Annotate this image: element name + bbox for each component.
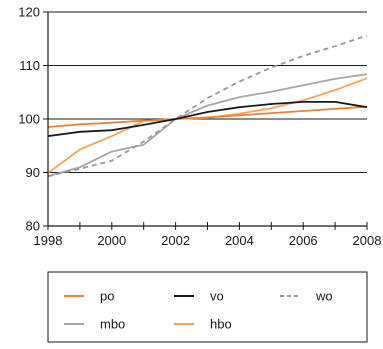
grid-lines — [48, 11, 367, 227]
x-tick-label: 1998 — [34, 233, 63, 248]
x-tick-label: 2006 — [289, 233, 318, 248]
x-tick-label: 2000 — [97, 233, 126, 248]
y-tick-label: 110 — [19, 58, 40, 73]
legend-label-hbo: hbo — [210, 317, 232, 332]
tick-labels: 80 90 100 110 120 1998 2000 2002 2004 2006 2008 — [18, 5, 381, 249]
y-tick-label: 100 — [18, 112, 40, 127]
x-tick-label: 2002 — [161, 233, 190, 248]
legend: po vo wo mbo hbo — [47, 271, 368, 343]
x-tick-label: 2008 — [353, 233, 382, 248]
series-line-wo — [47, 34, 368, 178]
series-line-mbo — [47, 73, 368, 178]
y-tick-label: 90 — [26, 165, 40, 180]
legend-box — [47, 271, 368, 343]
legend-label-mbo: mbo — [100, 317, 125, 332]
axes — [43, 11, 368, 230]
legend-label-vo: vo — [210, 289, 224, 304]
y-tick-label: 80 — [26, 219, 40, 234]
series-line-vo — [47, 101, 368, 137]
series-lines — [47, 34, 368, 178]
series-line-po — [47, 105, 368, 128]
x-tick-label: 2004 — [225, 233, 254, 248]
legend-label-po: po — [100, 289, 114, 304]
y-tick-label: 120 — [18, 5, 40, 20]
legend-label-wo: wo — [315, 289, 333, 304]
